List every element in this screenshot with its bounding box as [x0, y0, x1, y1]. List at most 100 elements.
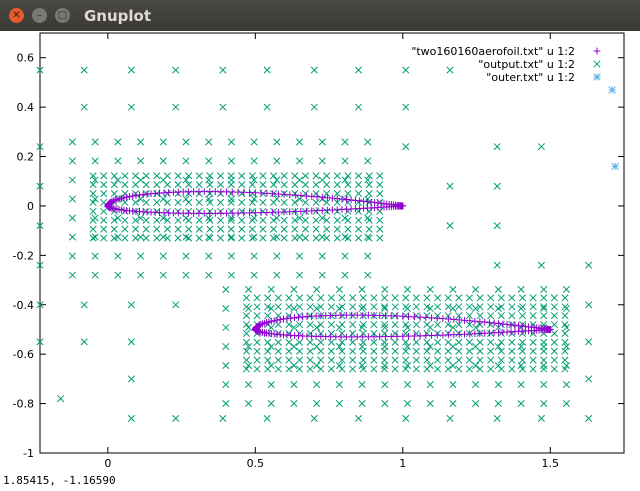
output-point: [205, 176, 213, 184]
output-point: [412, 303, 420, 311]
output-point: [487, 338, 495, 346]
output-point: [36, 222, 44, 230]
output-point: [159, 214, 167, 222]
output-point: [238, 234, 246, 242]
output-point: [250, 271, 258, 279]
output-point: [267, 381, 275, 389]
outer-point: [611, 162, 619, 171]
aerofoil-point: [273, 316, 281, 324]
output-point: [259, 181, 267, 189]
output-point: [517, 381, 525, 389]
output-point: [270, 198, 278, 207]
output-point: [365, 181, 373, 189]
aerofoil-point: [546, 326, 554, 333]
output-point: [274, 338, 282, 346]
aerofoil-point: [393, 333, 401, 340]
output-point: [163, 225, 171, 233]
output-point: [376, 225, 384, 233]
output-point: [434, 365, 442, 373]
output-point: [301, 225, 310, 233]
output-point: [264, 365, 272, 373]
aerofoil-point: [234, 209, 242, 217]
output-point: [364, 157, 372, 165]
output-point: [270, 207, 278, 215]
output-point: [182, 271, 190, 279]
y-tick-label: 0.4: [17, 101, 35, 114]
aerofoil-point: [422, 314, 430, 321]
output-point: [365, 225, 373, 233]
output-point: [423, 294, 431, 302]
output-point: [318, 271, 326, 279]
output-point: [206, 234, 214, 242]
output-point: [426, 400, 434, 408]
output-point: [487, 356, 495, 364]
output-point: [80, 66, 88, 74]
output-point: [423, 347, 431, 355]
maximize-window-button[interactable]: □: [55, 8, 70, 23]
output-point: [444, 347, 452, 355]
output-point: [238, 181, 246, 189]
output-point: [449, 323, 457, 332]
output-point: [349, 312, 357, 320]
output-point: [344, 234, 352, 242]
output-point: [195, 172, 203, 180]
output-point: [227, 225, 235, 233]
output-point: [296, 294, 304, 302]
output-point: [333, 198, 341, 207]
output-point: [327, 365, 335, 373]
output-point: [349, 320, 357, 329]
output-point: [244, 342, 253, 351]
output-point: [142, 216, 150, 224]
output-point: [163, 190, 171, 198]
output-point: [291, 181, 299, 189]
output-point: [172, 414, 180, 422]
output-point: [80, 338, 88, 346]
output-point: [455, 312, 463, 320]
minimize-window-button[interactable]: –: [32, 8, 47, 23]
output-point: [497, 329, 505, 337]
output-point: [137, 252, 145, 260]
output-point: [110, 234, 118, 242]
y-tick-label: -1: [23, 447, 34, 460]
output-point: [349, 365, 357, 373]
output-point: [550, 329, 558, 337]
minimize-icon: –: [37, 10, 42, 21]
output-point: [250, 233, 258, 241]
output-point: [68, 195, 76, 203]
output-point: [127, 414, 135, 422]
output-point: [476, 303, 484, 311]
output-point: [317, 356, 325, 364]
aerofoil-point: [257, 189, 265, 197]
output-point: [244, 381, 253, 389]
scatter-chart[interactable]: 0 0.5 1 1.5 -1 -0.8 -0.6 -0.4 -0.2 0 0.2 0.4 0.6 "tw…: [0, 31, 640, 471]
output-point: [127, 66, 135, 74]
output-point: [508, 347, 516, 355]
output-point: [376, 190, 384, 198]
output-point: [455, 320, 463, 329]
output-point: [370, 338, 378, 346]
aerofoil-point: [123, 193, 131, 201]
output-point: [550, 320, 558, 329]
output-point: [380, 356, 389, 364]
y-tick-label: -0.4: [13, 299, 34, 312]
output-point: [335, 400, 343, 408]
outer-series: [608, 86, 619, 171]
output-point: [323, 198, 331, 207]
output-point: [518, 294, 527, 302]
output-point: [68, 271, 76, 279]
aerofoil-point: [129, 192, 137, 200]
plot-area[interactable]: 0 0.5 1 1.5 -1 -0.8 -0.6 -0.4 -0.2 0 0.2 0.4 0.6 "tw…: [0, 31, 640, 471]
output-point: [540, 338, 548, 346]
output-point: [497, 294, 505, 302]
output-point: [403, 400, 412, 408]
output-point: [36, 301, 44, 309]
legend-label: "outer.txt" u 1:2: [486, 71, 575, 84]
output-point: [238, 216, 246, 224]
output-point: [508, 294, 516, 302]
aerofoil-point: [399, 332, 407, 340]
output-point: [465, 294, 473, 302]
output-point: [497, 347, 505, 355]
close-window-button[interactable]: ✕: [9, 8, 24, 23]
output-point: [561, 347, 569, 355]
output-point: [100, 172, 108, 180]
